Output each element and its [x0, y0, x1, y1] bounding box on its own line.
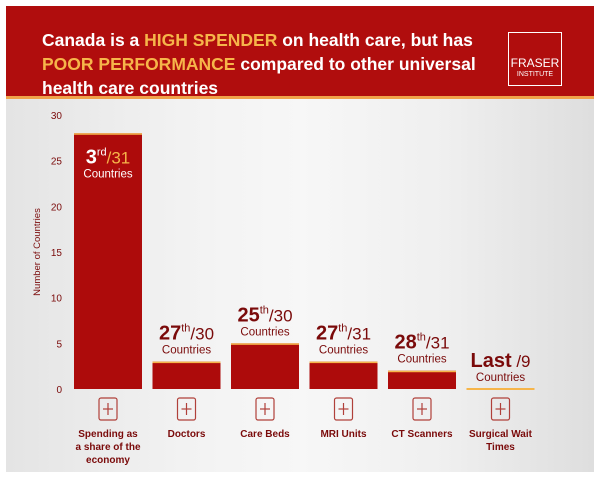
bar-top-accent [152, 361, 221, 364]
countries-label: Countries [162, 345, 211, 357]
title-text: Canada is a [42, 30, 145, 50]
ct-scanner-icon [412, 397, 432, 421]
rank-total: /31 [426, 334, 450, 353]
y-tick-label: 10 [51, 294, 63, 305]
logo-line2: INSTITUTE [516, 71, 554, 78]
doctor-icon [176, 397, 197, 421]
bar [309, 361, 378, 389]
calendar-plus-icon [490, 397, 511, 421]
rank-label: 27th/30 [159, 323, 214, 345]
icon-shape [490, 397, 511, 421]
y-tick-label: 5 [56, 339, 62, 350]
bar-top-accent [388, 370, 456, 373]
hospital-bed-icon [255, 397, 275, 421]
y-tick-label: 15 [51, 248, 63, 259]
icon-shape [98, 397, 118, 421]
category-label: Spending as [78, 429, 138, 440]
title-highlight: POOR PERFORMANCE [42, 54, 236, 74]
rank-number: 27 [159, 323, 181, 345]
rank-total: /30 [269, 306, 293, 325]
icon-shape [412, 397, 432, 421]
receipt-dollar-icon [98, 397, 118, 421]
category-label: a share of the [75, 442, 140, 453]
category-label: Surgical Wait [469, 429, 533, 440]
rank-suffix: th [181, 323, 190, 335]
bar [74, 133, 142, 389]
fraser-institute-logo: FRASER INSTITUTE [508, 32, 562, 86]
rank-label: 28th/31 [394, 332, 449, 354]
rank-total: /31 [347, 325, 371, 344]
bar-top-accent [309, 361, 378, 364]
header-banner: Canada is a HIGH SPENDER on health care,… [6, 6, 594, 99]
countries-label: Countries [83, 168, 132, 180]
y-tick-label: 25 [51, 157, 63, 168]
category-label: MRI Units [320, 429, 367, 440]
icon-shape [176, 397, 197, 421]
y-tick-label: 20 [51, 202, 63, 213]
category-label: economy [86, 455, 130, 466]
icon-shape [333, 397, 354, 421]
countries-label: Countries [397, 354, 446, 366]
category-label: CT Scanners [391, 429, 453, 440]
bar-zero-line [466, 388, 535, 390]
mri-machine-icon [333, 397, 354, 421]
rank-number: 25 [237, 304, 259, 326]
page-title: Canada is a HIGH SPENDER on health care,… [42, 28, 482, 100]
rank-suffix: th [338, 323, 347, 335]
title-highlight: HIGH SPENDER [144, 30, 278, 50]
rank-total: /9 [512, 352, 531, 371]
rank-number: 3 [86, 146, 97, 168]
rank-label: 3rd/31 [86, 146, 131, 168]
category-label: Care Beds [240, 429, 290, 440]
rank-suffix: rd [97, 146, 107, 158]
countries-label: Countries [319, 345, 368, 357]
rank-label: Last /9 [470, 350, 530, 372]
rank-number: Last [470, 350, 511, 372]
y-tick-label: 0 [56, 385, 62, 396]
rank-label: 27th/31 [316, 323, 371, 345]
category-label: Doctors [168, 429, 206, 440]
title-text: on health care, but has [277, 30, 473, 50]
bar-top-accent [74, 133, 142, 135]
countries-label: Countries [476, 372, 525, 384]
rank-suffix: th [417, 332, 426, 344]
rank-suffix: th [260, 304, 269, 316]
bar [152, 361, 221, 389]
countries-label: Countries [240, 326, 289, 338]
bar [231, 343, 299, 389]
rank-total: /30 [190, 325, 214, 344]
rank-number: 28 [394, 332, 416, 354]
rank-label: 25th/30 [237, 304, 292, 326]
rank-total: /31 [107, 148, 131, 167]
bar-top-accent [231, 343, 299, 345]
title-text: compared to other universal health care … [42, 54, 476, 98]
icon-shape [255, 397, 275, 421]
y-axis-title: Number of Countries [32, 208, 43, 296]
bar [388, 370, 456, 389]
category-label: Times [486, 442, 515, 453]
rank-number: 27 [316, 323, 338, 345]
y-tick-label: 30 [51, 111, 63, 122]
logo-line1: FRASER [510, 56, 560, 70]
